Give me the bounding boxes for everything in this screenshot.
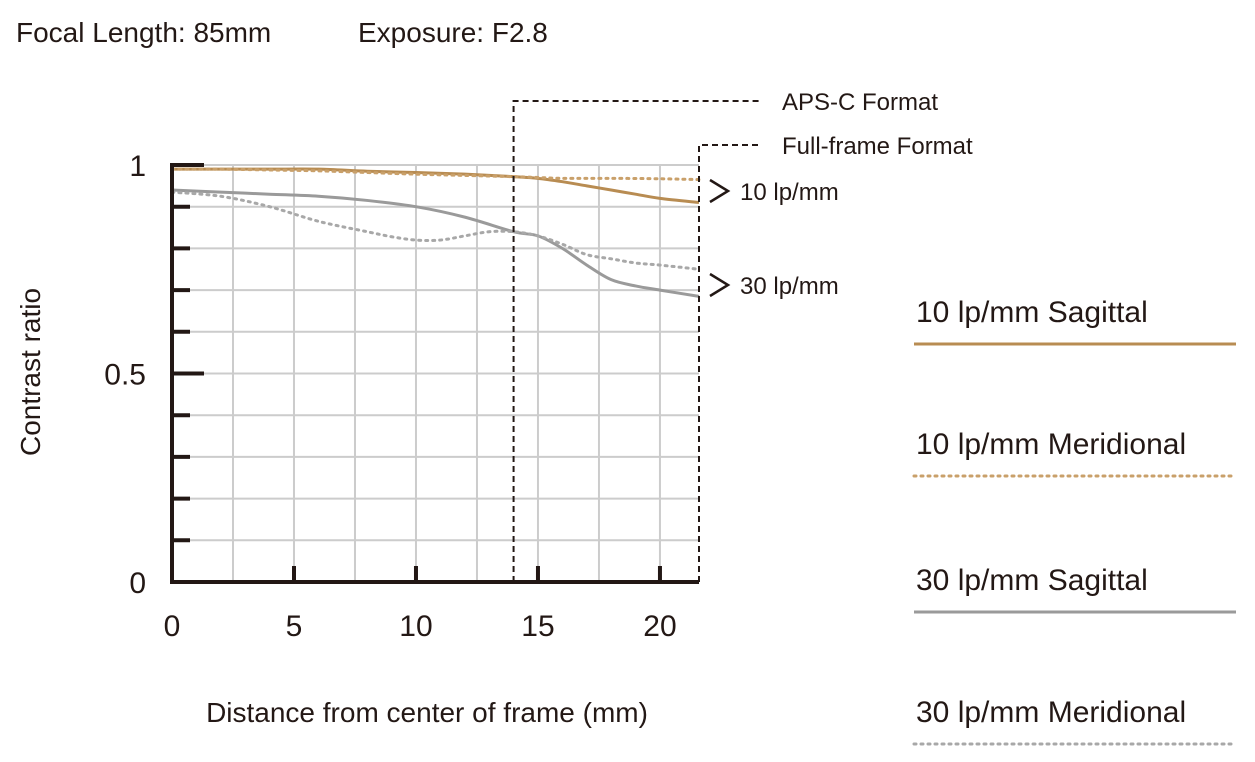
x-tick-label: 5	[286, 610, 303, 643]
series-line-30-lp-mm-meridional	[170, 190, 701, 271]
series-line-10-lp-mm-meridional	[170, 167, 701, 182]
y-tick-label: 1	[129, 150, 146, 183]
x-axis-label: Distance from center of frame (mm)	[206, 697, 648, 728]
y-tick-label: 0.5	[104, 359, 146, 392]
format-marker-label: APS-C Format	[782, 89, 938, 116]
y-axis-label: Contrast ratio	[15, 288, 46, 456]
series-group	[170, 167, 701, 298]
x-tick-label: 0	[164, 610, 181, 643]
group-label: 10 lp/mm	[740, 179, 839, 206]
format-marker-label: Full-frame Format	[782, 133, 973, 160]
series-line-10-lp-mm-sagittal	[171, 167, 700, 205]
format-markers: APS-C Format Full-frame Format 10 lp/mm 30 …	[512, 89, 973, 582]
chevron-right-icon	[709, 272, 731, 298]
legend-label: 30 lp/mm Sagittal	[916, 564, 1148, 597]
x-tick-label: 20	[643, 610, 676, 643]
legend-label: 30 lp/mm Meridional	[916, 696, 1186, 729]
group-label: 30 lp/mm	[740, 273, 839, 300]
chevron-right-icon	[709, 178, 731, 204]
legend-label: 10 lp/mm Meridional	[916, 428, 1186, 461]
legend: 10 lp/mm Sagittal 10 lp/mm Meridional 30 l…	[912, 296, 1238, 746]
grid	[172, 164, 699, 582]
exposure-label: Exposure: F2.8	[358, 17, 548, 48]
x-tick-label: 10	[399, 610, 432, 643]
format-marker-line	[512, 100, 762, 582]
focal-length-label: Focal Length: 85mm	[16, 17, 271, 48]
x-tick-label: 15	[521, 610, 554, 643]
format-marker-line	[698, 144, 762, 582]
axes: 00.510 5 10 15 20	[104, 150, 699, 643]
legend-label: 10 lp/mm Sagittal	[916, 296, 1148, 329]
y-tick-label: 0	[129, 567, 146, 600]
